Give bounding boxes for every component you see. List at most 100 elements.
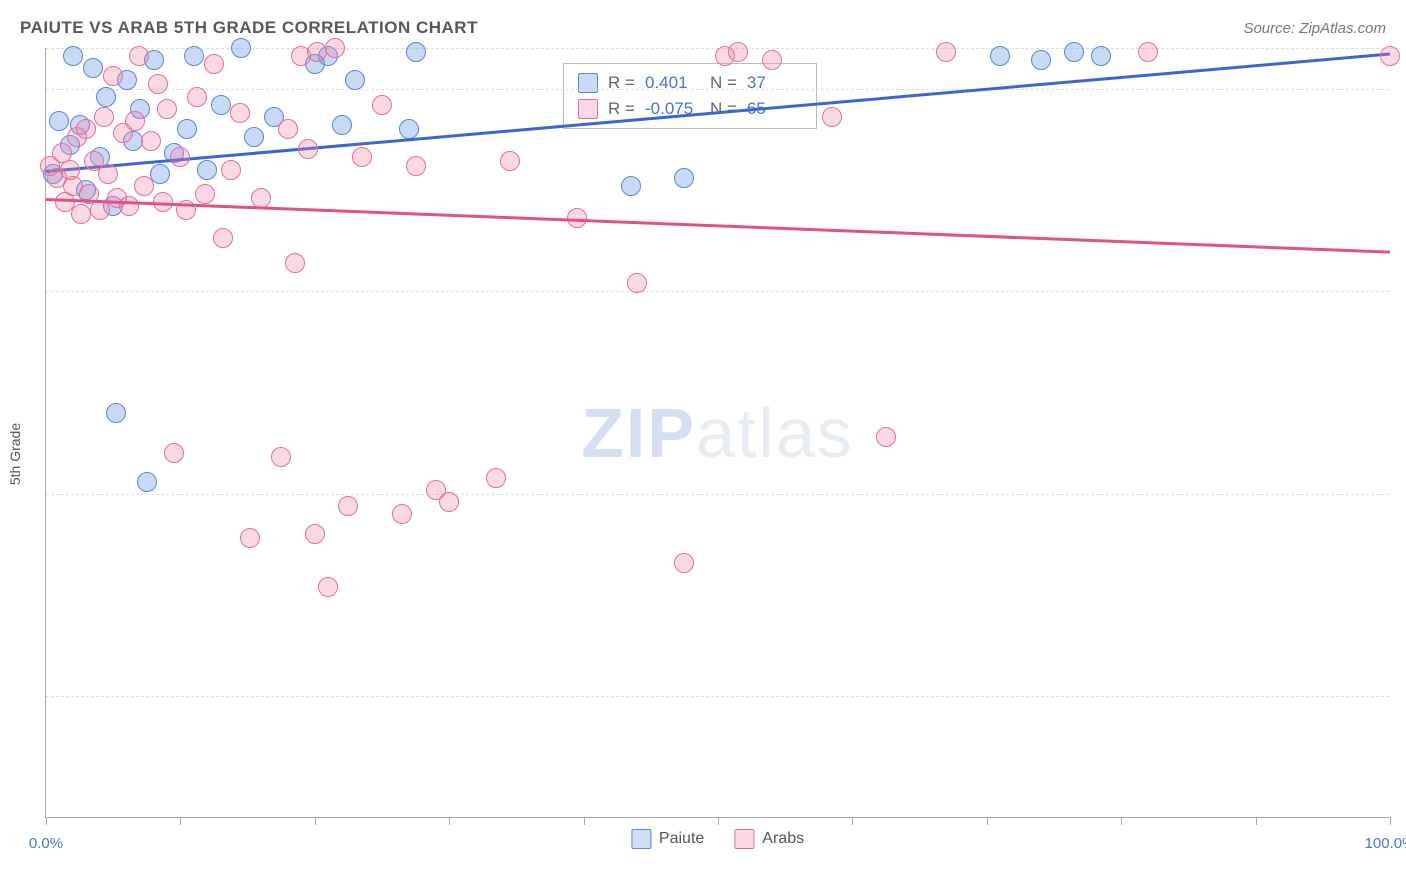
scatter-point xyxy=(1091,46,1111,66)
scatter-point xyxy=(103,66,123,86)
x-tick xyxy=(180,817,181,825)
plot-area: ZIPatlas R =0.401N =37R =-0.075N =65 Pai… xyxy=(45,48,1389,818)
x-tick xyxy=(584,817,585,825)
scatter-point xyxy=(94,107,114,127)
scatter-point xyxy=(90,200,110,220)
x-tick-label: 100.0% xyxy=(1365,835,1406,852)
stat-r-label: R = xyxy=(608,99,635,119)
scatter-point xyxy=(876,427,896,447)
scatter-point xyxy=(96,87,116,107)
y-tick-label: 100.0% xyxy=(1399,99,1406,116)
x-tick xyxy=(1256,817,1257,825)
scatter-point xyxy=(63,46,83,66)
scatter-point xyxy=(1138,42,1158,62)
legend-label: Paiute xyxy=(659,830,704,848)
x-tick xyxy=(1390,817,1391,825)
chart-title: PAIUTE VS ARAB 5TH GRADE CORRELATION CHA… xyxy=(20,18,478,38)
x-tick xyxy=(315,817,316,825)
scatter-point xyxy=(49,111,69,131)
scatter-point xyxy=(728,42,748,62)
scatter-point xyxy=(211,95,231,115)
scatter-point xyxy=(325,38,345,58)
scatter-point xyxy=(164,443,184,463)
legend-swatch-icon xyxy=(631,829,651,849)
legend-item: Arabs xyxy=(734,829,804,849)
scatter-point xyxy=(177,119,197,139)
x-tick xyxy=(46,817,47,825)
gridline-h xyxy=(46,89,1389,90)
legend-row: R =-0.075N =65 xyxy=(578,96,802,122)
scatter-point xyxy=(674,553,694,573)
scatter-point xyxy=(1064,42,1084,62)
scatter-point xyxy=(1380,46,1400,66)
scatter-point xyxy=(1031,50,1051,70)
legend-swatch-icon xyxy=(578,99,598,119)
scatter-point xyxy=(204,54,224,74)
scatter-point xyxy=(129,46,149,66)
scatter-point xyxy=(148,74,168,94)
y-tick-label: 85.0% xyxy=(1399,707,1406,724)
scatter-point xyxy=(486,468,506,488)
chart-container: PAIUTE VS ARAB 5TH GRADE CORRELATION CHA… xyxy=(0,0,1406,892)
watermark: ZIPatlas xyxy=(581,393,854,473)
scatter-point xyxy=(98,164,118,184)
series-legend: Paiute Arabs xyxy=(631,829,804,849)
gridline-h xyxy=(46,291,1389,292)
scatter-point xyxy=(352,147,372,167)
trend-line xyxy=(46,198,1390,253)
scatter-point xyxy=(406,156,426,176)
legend-row: R = 0.401 N = 37 xyxy=(578,70,802,96)
x-tick xyxy=(1121,817,1122,825)
scatter-point xyxy=(332,115,352,135)
scatter-point xyxy=(674,168,694,188)
scatter-point xyxy=(345,70,365,90)
scatter-point xyxy=(406,42,426,62)
scatter-point xyxy=(372,95,392,115)
y-tick-label: 95.0% xyxy=(1399,301,1406,318)
scatter-point xyxy=(627,273,647,293)
scatter-point xyxy=(213,228,233,248)
scatter-point xyxy=(76,119,96,139)
scatter-point xyxy=(285,253,305,273)
scatter-point xyxy=(305,524,325,544)
scatter-point xyxy=(278,119,298,139)
scatter-point xyxy=(439,492,459,512)
stat-r-label: R = xyxy=(608,73,635,93)
scatter-point xyxy=(106,403,126,423)
gridline-h xyxy=(46,696,1389,697)
scatter-point xyxy=(170,147,190,167)
scatter-point xyxy=(822,107,842,127)
scatter-point xyxy=(392,504,412,524)
scatter-point xyxy=(71,204,91,224)
scatter-point xyxy=(231,38,251,58)
scatter-point xyxy=(195,184,215,204)
x-tick xyxy=(449,817,450,825)
scatter-point xyxy=(298,139,318,159)
scatter-point xyxy=(125,111,145,131)
scatter-point xyxy=(137,472,157,492)
legend-swatch-icon xyxy=(578,73,598,93)
x-tick xyxy=(852,817,853,825)
y-axis-label: 5th Grade xyxy=(7,423,23,485)
scatter-point xyxy=(187,87,207,107)
x-tick xyxy=(987,817,988,825)
x-tick-label: 0.0% xyxy=(29,835,63,852)
scatter-point xyxy=(500,151,520,171)
stat-r-value: 0.401 xyxy=(645,73,700,93)
scatter-point xyxy=(141,131,161,151)
stat-n-label: N = xyxy=(710,73,737,93)
scatter-point xyxy=(150,164,170,184)
scatter-point xyxy=(240,528,260,548)
stat-n-value: 37 xyxy=(747,73,802,93)
scatter-point xyxy=(230,103,250,123)
scatter-point xyxy=(621,176,641,196)
scatter-point xyxy=(318,577,338,597)
scatter-point xyxy=(184,46,204,66)
scatter-point xyxy=(762,50,782,70)
source-attribution: Source: ZipAtlas.com xyxy=(1243,20,1386,37)
scatter-point xyxy=(338,496,358,516)
legend-swatch-icon xyxy=(734,829,754,849)
y-tick-label: 90.0% xyxy=(1399,504,1406,521)
correlation-stats-legend: R = 0.401 N = 37 R =-0.075N =65 xyxy=(563,63,817,129)
scatter-point xyxy=(936,42,956,62)
